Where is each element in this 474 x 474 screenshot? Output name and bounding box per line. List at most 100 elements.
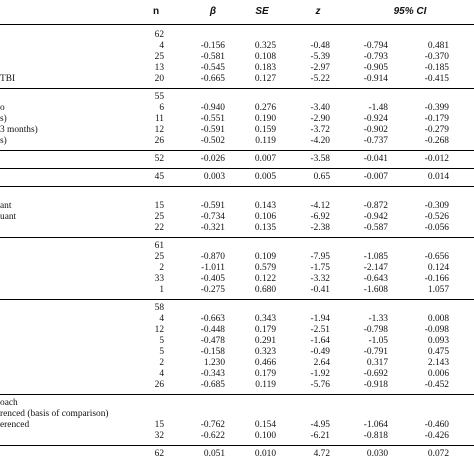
table-divider	[0, 237, 474, 238]
cell-se: 0.108	[254, 52, 276, 62]
cell-hi: 0.014	[427, 172, 449, 182]
cell-n: 15	[154, 420, 164, 430]
cell-z: -6.92	[310, 212, 330, 222]
table-row	[0, 190, 474, 201]
cell-se: 0.183	[254, 63, 276, 73]
cell-hi: -0.279	[424, 125, 449, 135]
cell-hi: 0.006	[427, 369, 449, 379]
header-n: n	[152, 6, 160, 17]
cell-hi: -0.185	[424, 63, 449, 73]
cell-beta: -0.158	[200, 347, 225, 357]
cell-se: 0.106	[254, 212, 276, 222]
cell-n: 1	[159, 285, 164, 295]
cell-n: 26	[154, 380, 164, 390]
row-label: oach	[0, 398, 18, 408]
cell-se: 0.100	[254, 431, 276, 441]
cell-lo: -0.872	[363, 201, 388, 211]
cell-hi: -0.309	[424, 201, 449, 211]
table-row: 3 months) 12 -0.591 0.159 -3.72 -0.902 -0.279	[0, 125, 474, 136]
cell-n: 11	[154, 114, 164, 124]
cell-lo: -0.643	[363, 274, 388, 284]
table-divider	[0, 88, 474, 89]
cell-hi: -0.012	[424, 154, 449, 164]
cell-n: 2	[159, 358, 164, 368]
cell-z: -0.41	[310, 285, 330, 295]
cell-hi: -0.268	[424, 136, 449, 146]
cell-hi: 0.008	[427, 314, 449, 324]
cell-n: 12	[154, 125, 164, 135]
cell-se: 0.127	[254, 74, 276, 84]
table-row: 62	[0, 30, 474, 41]
cell-beta: -0.581	[200, 52, 225, 62]
cell-beta: 1.230	[203, 358, 225, 368]
row-label: erenced	[0, 420, 30, 430]
cell-n: 62	[154, 30, 164, 40]
row-label: TBI	[0, 74, 16, 84]
cell-hi: -0.056	[424, 223, 449, 233]
cell-z: -5.22	[310, 74, 330, 84]
cell-lo: -0.791	[363, 347, 388, 357]
cell-z: 2.64	[313, 358, 330, 368]
cell-lo: -1.085	[363, 252, 388, 262]
table-row: 13 -0.545 0.183 -2.97 -0.905 -0.185	[0, 63, 474, 74]
cell-hi: -0.460	[424, 420, 449, 430]
cell-hi: -0.526	[424, 212, 449, 222]
cell-se: 0.109	[254, 252, 276, 262]
cell-lo: 0.030	[366, 449, 388, 459]
cell-hi: -0.370	[424, 52, 449, 62]
cell-n: 5	[159, 336, 164, 346]
header-ci: 95% CI	[393, 6, 427, 17]
cell-z: -3.32	[310, 274, 330, 284]
cell-hi: -0.415	[424, 74, 449, 84]
cell-hi: -0.098	[424, 325, 449, 335]
table-row: 61	[0, 241, 474, 252]
cell-se: 0.159	[254, 125, 276, 135]
cell-z: -1.92	[310, 369, 330, 379]
cell-lo: -0.918	[363, 380, 388, 390]
cell-lo: 0.317	[366, 358, 388, 368]
cell-se: 0.680	[254, 285, 276, 295]
cell-z: -5.76	[310, 380, 330, 390]
table-row: 12 -0.448 0.179 -2.51 -0.798 -0.098	[0, 325, 474, 336]
row-label: o	[0, 103, 5, 113]
cell-beta: -0.591	[200, 125, 225, 135]
cell-z: -4.95	[310, 420, 330, 430]
cell-hi: -0.426	[424, 431, 449, 441]
table-row: 25 -0.870 0.109 -7.95 -1.085 -0.656	[0, 252, 474, 263]
cell-beta: -1.011	[201, 263, 225, 273]
cell-se: 0.291	[254, 336, 276, 346]
cell-z: -2.90	[310, 114, 330, 124]
cell-se: 0.179	[254, 369, 276, 379]
cell-beta: -0.665	[200, 74, 225, 84]
cell-n: 6	[159, 103, 164, 113]
cell-z: -7.95	[310, 252, 330, 262]
cell-hi: -0.166	[424, 274, 449, 284]
table-row: TBI 20 -0.665 0.127 -5.22 -0.914 -0.415	[0, 74, 474, 85]
cell-lo: -1.064	[363, 420, 388, 430]
table-row: 33 -0.405 0.122 -3.32 -0.643 -0.166	[0, 274, 474, 285]
cell-lo: -0.905	[363, 63, 388, 73]
cell-lo: -0.692	[363, 369, 388, 379]
table-row: erenced 15 -0.762 0.154 -4.95 -1.064 -0.460	[0, 420, 474, 431]
cell-n: 25	[154, 52, 164, 62]
cell-se: 0.007	[254, 154, 276, 164]
table-row: 22 -0.321 0.135 -2.38 -0.587 -0.056	[0, 223, 474, 234]
cell-n: 55	[154, 92, 164, 102]
row-label: renced (basis of comparison)	[0, 409, 109, 419]
table-header: n β SE z 95% CI	[0, 0, 474, 24]
cell-se: 0.323	[254, 347, 276, 357]
table-divider	[0, 150, 474, 151]
cell-lo: -0.942	[363, 212, 388, 222]
cell-z: -0.48	[310, 41, 330, 51]
cell-beta: -0.343	[200, 369, 225, 379]
cell-hi: 0.072	[427, 449, 449, 459]
cell-hi: 2.143	[427, 358, 449, 368]
table-row: 1 -0.275 0.680 -0.41 -1.608 1.057	[0, 285, 474, 296]
cell-z: -3.72	[310, 125, 330, 135]
cell-n: 45	[154, 172, 164, 182]
table-row: s) 26 -0.502 0.119 -4.20 -0.737 -0.268	[0, 136, 474, 147]
table-row: 58	[0, 303, 474, 314]
cell-se: 0.119	[255, 380, 276, 390]
table-row: renced (basis of comparison)	[0, 409, 474, 420]
cell-z: -2.51	[310, 325, 330, 335]
